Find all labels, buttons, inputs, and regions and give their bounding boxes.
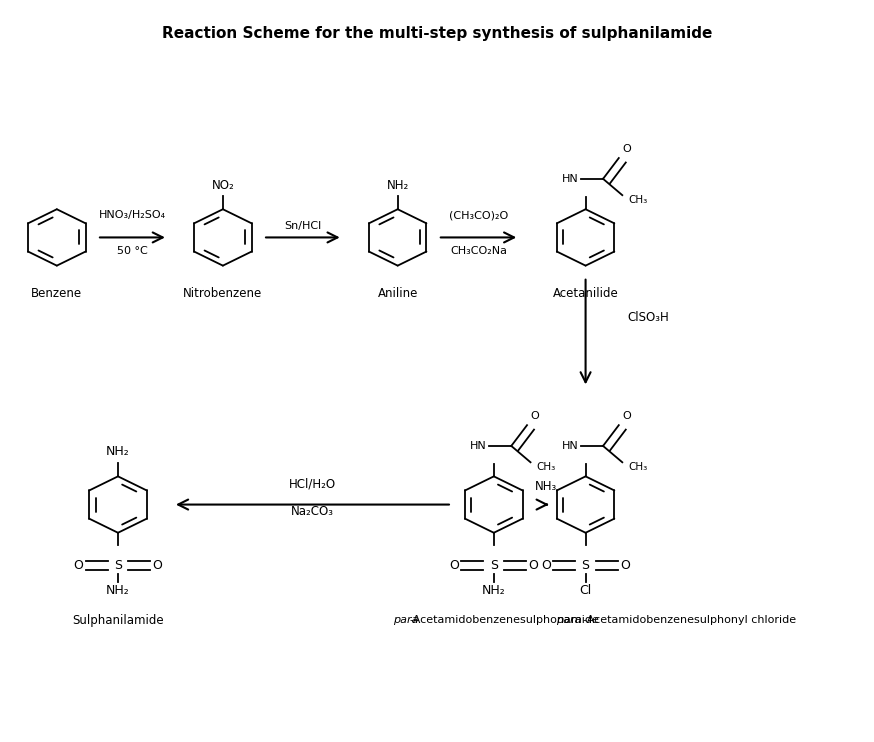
Text: Aniline: Aniline (378, 286, 418, 300)
Text: -Acetamidobenzenesulphonamide: -Acetamidobenzenesulphonamide (410, 615, 600, 626)
Text: O: O (152, 559, 163, 572)
Text: O: O (449, 559, 460, 572)
Text: HNO₃/H₂SO₄: HNO₃/H₂SO₄ (99, 210, 166, 220)
Text: Nitrobenzene: Nitrobenzene (184, 286, 262, 300)
Text: NH₂: NH₂ (482, 584, 506, 597)
Text: CH₃CO₂Na: CH₃CO₂Na (450, 246, 507, 256)
Text: O: O (622, 411, 631, 421)
Text: NO₂: NO₂ (212, 179, 234, 192)
Text: O: O (528, 559, 538, 572)
Text: CH₃: CH₃ (628, 462, 648, 472)
Text: HN: HN (561, 174, 579, 184)
Text: HN: HN (561, 441, 579, 451)
Text: 50 °C: 50 °C (117, 246, 148, 256)
Text: NH₂: NH₂ (106, 584, 130, 597)
Text: S: S (114, 559, 122, 572)
Text: HCl/H₂O: HCl/H₂O (289, 477, 336, 490)
Text: NH₂: NH₂ (386, 179, 409, 192)
Text: CH₃: CH₃ (537, 462, 556, 472)
Text: O: O (541, 559, 551, 572)
Text: ClSO₃H: ClSO₃H (628, 311, 669, 324)
Text: Sulphanilamide: Sulphanilamide (73, 614, 163, 627)
Text: Reaction Scheme for the multi-step synthesis of sulphanilamide: Reaction Scheme for the multi-step synth… (162, 26, 712, 41)
Text: Sn/HCl: Sn/HCl (284, 221, 322, 232)
Text: O: O (531, 411, 539, 421)
Text: HN: HN (469, 441, 487, 451)
Text: S: S (489, 559, 498, 572)
Text: (CH₃CO)₂O: (CH₃CO)₂O (449, 210, 508, 220)
Text: Acetanilide: Acetanilide (552, 286, 619, 300)
Text: NH₃: NH₃ (535, 479, 558, 493)
Text: NH₂: NH₂ (106, 444, 130, 458)
Text: Cl: Cl (579, 584, 592, 597)
Text: -Acetamidobenzenesulphonyl chloride: -Acetamidobenzenesulphonyl chloride (583, 615, 796, 626)
Text: S: S (581, 559, 590, 572)
Text: O: O (73, 559, 84, 572)
Text: para: para (556, 615, 581, 626)
Text: O: O (622, 144, 631, 154)
Text: CH₃: CH₃ (628, 194, 648, 205)
Text: para: para (393, 615, 419, 626)
Text: Na₂CO₃: Na₂CO₃ (291, 505, 334, 519)
Text: Benzene: Benzene (31, 286, 82, 300)
Text: O: O (620, 559, 630, 572)
